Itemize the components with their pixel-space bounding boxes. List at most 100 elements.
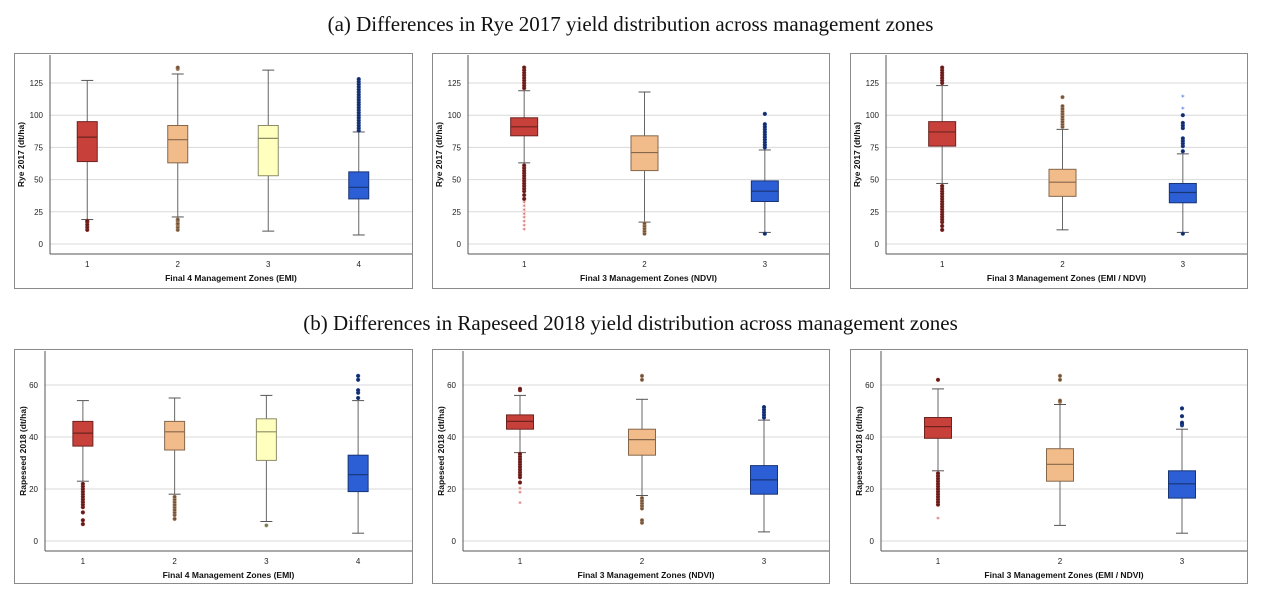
extreme-outlier-mark: *	[1181, 105, 1185, 113]
outlier-point	[639, 496, 645, 501]
y-tick-label: 0	[39, 240, 44, 249]
outlier-point	[517, 480, 523, 485]
extreme-outlier-mark: *	[522, 219, 526, 227]
box-zone-3	[257, 69, 279, 232]
x-axis-label: Final 3 Management Zones (NDVI)	[580, 273, 717, 283]
y-tick-label: 75	[870, 143, 879, 152]
y-tick-label: 0	[34, 537, 39, 546]
box-zone-1	[928, 65, 957, 232]
y-tick-label: 0	[870, 537, 875, 546]
outlier-point	[1180, 113, 1185, 118]
boxplot-panel-rye-ndvi: 0 25 50 75 100 125 Rye 2017 (dt/ha) Final 3 Man…	[432, 53, 830, 289]
panel-frame	[14, 53, 413, 289]
x-tick-label: 4	[356, 557, 361, 566]
iqr-box	[928, 121, 957, 147]
y-tick-label: 100	[866, 111, 880, 120]
y-tick-label: 75	[34, 143, 43, 152]
y-axis-label: Rye 2017 (dt/ha)	[16, 122, 26, 187]
row-title-rye: (a) Differences in Rye 2017 yield distri…	[327, 12, 934, 36]
x-tick-label: 3	[762, 557, 767, 566]
box-zone-2	[1046, 373, 1074, 526]
box-zone-1: ********	[510, 65, 539, 234]
outlier-point	[264, 523, 269, 528]
outlier-point	[1057, 373, 1063, 379]
outlier-point	[639, 518, 645, 523]
y-tick-label: 60	[29, 381, 38, 390]
x-axis-label: Final 3 Management Zones (EMI / NDVI)	[987, 273, 1146, 283]
outlier-point	[1180, 136, 1185, 141]
iqr-box	[72, 420, 94, 447]
iqr-box	[628, 428, 656, 456]
iqr-box	[630, 135, 659, 172]
iqr-box	[257, 125, 279, 177]
y-tick-label: 40	[29, 433, 38, 442]
y-tick-label: 60	[447, 381, 456, 390]
outlier-point	[517, 386, 523, 392]
iqr-box	[1168, 470, 1196, 499]
outlier-point	[80, 481, 85, 486]
boxplot-panel-rapeseed-emi-ndvi: 0 20 40 60 Rapeseed 2018 (dt/ha) Final 3 Mana…	[850, 349, 1248, 584]
y-tick-label: 20	[865, 485, 874, 494]
outlier-point	[1180, 120, 1185, 126]
outlier-point	[175, 65, 180, 70]
outlier-point	[80, 522, 85, 527]
panel-frame	[14, 349, 413, 584]
outlier-point	[639, 377, 645, 382]
outlier-point	[175, 217, 180, 222]
y-tick-label: 60	[865, 381, 874, 390]
outlier-point	[762, 231, 767, 236]
box-zone-3	[750, 111, 779, 236]
x-tick-label: 1	[81, 557, 86, 566]
x-tick-label: 3	[763, 260, 768, 269]
outlier-point	[356, 373, 361, 379]
x-axis-label: Final 3 Management Zones (NDVI)	[578, 570, 715, 580]
x-tick-label: 2	[1058, 557, 1063, 566]
x-axis-label: Final 4 Management Zones (EMI)	[165, 273, 297, 283]
extreme-outlier-mark: *	[522, 211, 526, 219]
y-tick-label: 25	[452, 208, 461, 217]
outlier-point	[522, 196, 527, 202]
x-tick-label: 2	[640, 557, 645, 566]
y-tick-label: 125	[866, 79, 880, 88]
outlier-point	[1179, 420, 1185, 425]
iqr-box	[347, 454, 369, 493]
outlier-point	[1179, 414, 1185, 419]
extreme-outlier-mark: *	[522, 226, 526, 234]
outlier-point	[356, 77, 361, 82]
iqr-box	[1168, 182, 1197, 204]
y-tick-label: 75	[452, 143, 461, 152]
iqr-box	[76, 121, 98, 163]
iqr-box	[506, 414, 534, 430]
x-tick-label: 1	[940, 260, 945, 269]
outlier-point	[642, 221, 647, 226]
outlier-point	[762, 111, 767, 117]
y-tick-label: 25	[34, 208, 43, 217]
y-axis-label: Rye 2017 (dt/ha)	[434, 122, 444, 187]
y-tick-label: 100	[30, 111, 44, 120]
outlier-point	[1057, 377, 1063, 382]
outlier-point	[172, 516, 177, 521]
outlier-point	[762, 122, 767, 127]
iqr-box	[1046, 448, 1074, 482]
y-tick-label: 20	[29, 485, 38, 494]
y-tick-label: 25	[870, 208, 879, 217]
y-tick-label: 125	[448, 79, 462, 88]
extreme-outlier-mark: *	[518, 500, 522, 508]
y-axis-label: Rye 2017 (dt/ha)	[852, 122, 862, 187]
x-axis-label: Final 3 Management Zones (EMI / NDVI)	[984, 570, 1143, 580]
outlier-point	[761, 404, 767, 410]
outlier-point	[1179, 406, 1185, 411]
iqr-box	[167, 125, 189, 164]
extreme-outlier-mark: *	[522, 222, 526, 230]
outlier-point	[1060, 104, 1065, 109]
outlier-point	[85, 218, 90, 223]
y-tick-label: 0	[875, 240, 880, 249]
x-tick-label: 1	[85, 260, 90, 269]
outlier-point	[940, 223, 945, 229]
outlier-point	[1180, 231, 1185, 236]
boxplot-panel-rapeseed-emi: 0 20 40 60 Rapeseed 2018 (dt/ha) Final 4 Mana…	[14, 349, 413, 584]
x-tick-label: 2	[172, 557, 177, 566]
box-zone-4	[348, 77, 370, 236]
iqr-box	[348, 171, 370, 200]
y-tick-label: 40	[865, 433, 874, 442]
